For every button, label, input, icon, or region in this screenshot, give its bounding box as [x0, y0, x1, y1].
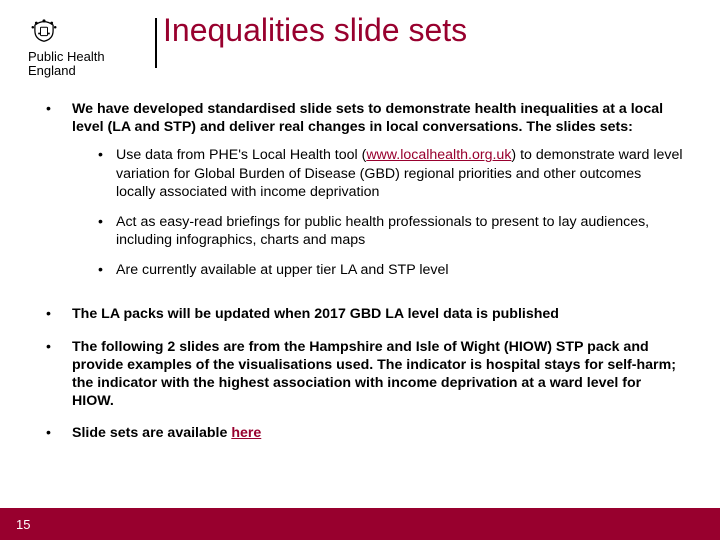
logo-separator — [155, 18, 157, 68]
slide-title: Inequalities slide sets — [163, 14, 467, 48]
bullet-text: We have developed standardised slide set… — [72, 101, 663, 135]
logo-block: Public Health England — [28, 18, 153, 78]
list-item: • The LA packs will be updated when 2017… — [46, 305, 684, 323]
text-fragment: Slide sets are available — [72, 425, 231, 441]
bullet-text: Use data from PHE's Local Health tool (w… — [116, 146, 684, 201]
sub-bullet-list: • Use data from PHE's Local Health tool … — [98, 146, 684, 279]
list-item: • Act as easy-read briefings for public … — [98, 213, 684, 249]
content-area: • We have developed standardised slide s… — [0, 78, 720, 442]
list-item: • Slide sets are available here — [46, 424, 684, 442]
org-name-line2: England — [28, 63, 153, 78]
bullet-text: The LA packs will be updated when 2017 G… — [72, 305, 684, 323]
bullet-icon: • — [46, 338, 72, 411]
bullet-icon: • — [98, 213, 116, 249]
slide-container: Public Health England Inequalities slide… — [0, 0, 720, 540]
list-item: • Use data from PHE's Local Health tool … — [98, 146, 684, 201]
footer-bar: 15 — [0, 508, 720, 540]
page-number: 15 — [16, 517, 30, 532]
header: Public Health England Inequalities slide… — [0, 0, 720, 78]
bullet-icon: • — [46, 305, 72, 323]
bullet-text: Are currently available at upper tier LA… — [116, 261, 684, 279]
bullet-text: The following 2 slides are from the Hamp… — [72, 338, 684, 411]
bullet-text: Act as easy-read briefings for public he… — [116, 213, 684, 249]
bullet-icon: • — [98, 146, 116, 201]
list-item: • We have developed standardised slide s… — [46, 100, 684, 291]
main-bullet-list: • We have developed standardised slide s… — [46, 100, 684, 442]
bullet-icon: • — [46, 424, 72, 442]
list-item: • Are currently available at upper tier … — [98, 261, 684, 279]
list-item: • The following 2 slides are from the Ha… — [46, 338, 684, 411]
crown-crest-icon — [30, 18, 58, 42]
bullet-icon: • — [46, 100, 72, 291]
text-fragment: Use data from PHE's Local Health tool ( — [116, 147, 366, 163]
bullet-icon: • — [98, 261, 116, 279]
org-name-line1: Public Health — [28, 49, 153, 64]
localhealth-link[interactable]: www.localhealth.org.uk — [366, 147, 511, 163]
bullet-text: Slide sets are available here — [72, 424, 684, 442]
slidesets-here-link[interactable]: here — [231, 425, 261, 441]
